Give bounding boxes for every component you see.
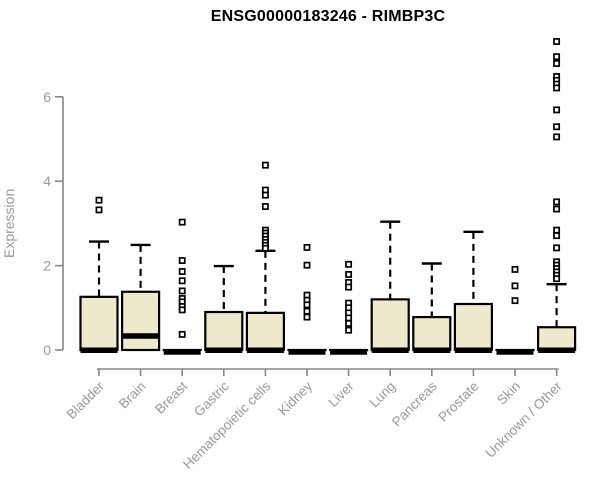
outlier-point [178, 257, 186, 264]
outlier-point [553, 205, 561, 213]
box-iqr [120, 290, 161, 352]
box-iqr [245, 311, 285, 352]
outlier-point [95, 206, 103, 214]
y-axis-tick-label: 6 [43, 89, 51, 105]
x-axis-category-label: Skin [494, 379, 523, 408]
outlier-point [303, 301, 311, 309]
outlier-point [553, 226, 561, 234]
outlier-point [261, 191, 269, 199]
outlier-point [303, 313, 311, 321]
y-axis-tick-label: 4 [43, 173, 51, 189]
outlier-point [553, 84, 561, 92]
x-axis-category-label: Brain [116, 379, 149, 412]
x-axis-category-label: Gastric [191, 378, 232, 419]
outlier-point [553, 60, 561, 67]
box-iqr [412, 315, 452, 352]
x-axis-category-label: Pancreas [389, 378, 440, 429]
outlier-point [303, 307, 311, 315]
y-axis-tick-label: 0 [43, 342, 51, 358]
outlier-point [345, 326, 353, 334]
outlier-point [553, 106, 561, 114]
x-axis-category-label: Kidney [275, 378, 315, 418]
outlier-point [553, 53, 561, 61]
outlier-point [303, 261, 311, 269]
box-iqr [453, 302, 493, 352]
outlier-point [178, 330, 186, 338]
outlier-point [345, 283, 353, 291]
outlier-point [553, 244, 561, 252]
x-axis-category-label: Breast [152, 378, 190, 416]
x-axis-category-label: Unknown / Other [482, 378, 565, 461]
outlier-point [553, 275, 561, 283]
outlier-point [553, 133, 561, 141]
outlier-point [261, 161, 269, 169]
y-axis-label: Expression [1, 189, 17, 258]
outlier-point [345, 271, 353, 278]
x-axis-category-label: Prostate [435, 379, 481, 425]
outlier-point [178, 287, 186, 295]
outlier-point [553, 38, 561, 45]
outlier-point [511, 297, 519, 305]
outlier-point [261, 244, 269, 252]
chart-title: ENSG00000183246 - RIMBP3C [210, 8, 446, 25]
outlier-point [553, 198, 561, 206]
outlier-point [178, 306, 186, 314]
y-axis-tick-label: 2 [43, 258, 51, 274]
x-axis-category-label: Bladder [64, 378, 108, 422]
outlier-point [261, 203, 269, 210]
outlier-point [345, 319, 353, 327]
box-iqr [536, 326, 577, 352]
outlier-point [511, 265, 519, 273]
box-iqr [79, 295, 119, 352]
outlier-point [303, 244, 311, 251]
x-axis-category-label: Lung [366, 379, 398, 411]
outlier-point [95, 196, 103, 204]
box-iqr [204, 310, 244, 352]
x-axis-category-label: Liver [325, 378, 357, 410]
box-iqr [370, 298, 410, 352]
outlier-point [178, 277, 186, 285]
outlier-point [511, 282, 519, 290]
outlier-point [178, 268, 186, 275]
outlier-point [345, 314, 353, 322]
outlier-point [553, 123, 561, 131]
outlier-point [345, 260, 353, 268]
outlier-point [553, 232, 561, 240]
outlier-point [178, 218, 186, 226]
